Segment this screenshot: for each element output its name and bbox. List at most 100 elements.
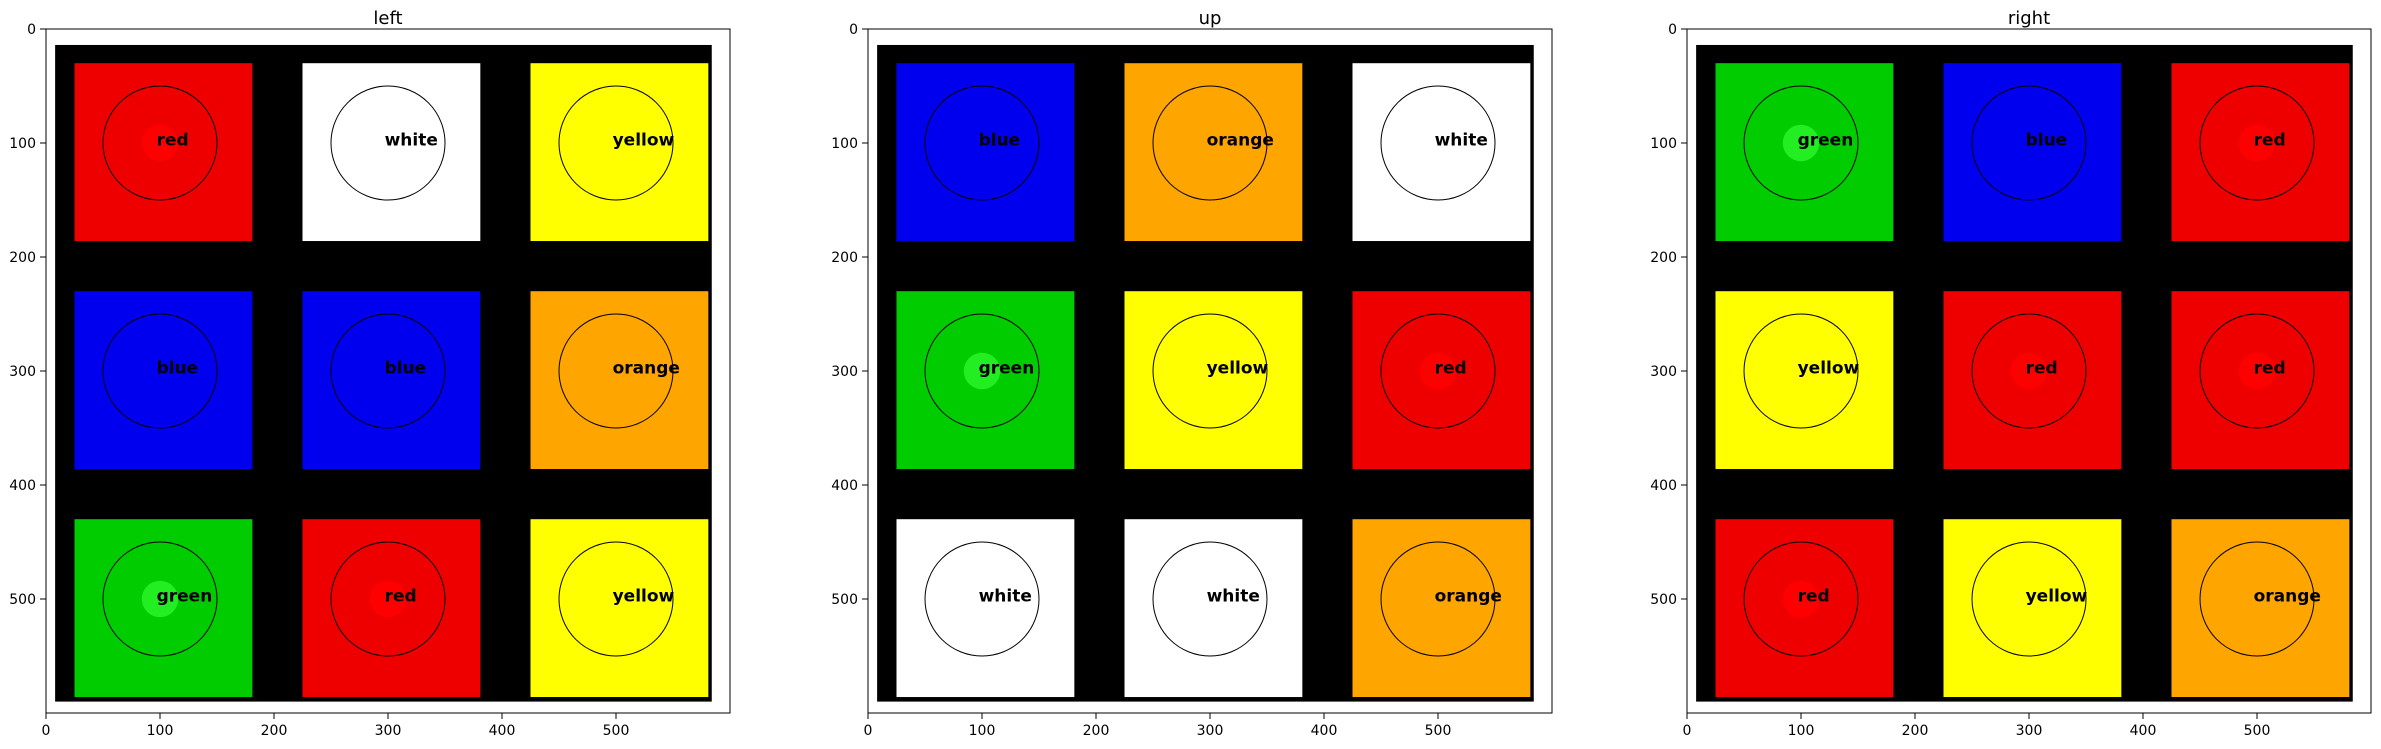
color-label: white — [385, 130, 438, 150]
sticker-cell: orange — [1124, 63, 1303, 242]
color-label: white — [1435, 130, 1488, 150]
x-tick-label: 300 — [375, 723, 402, 739]
panel-up: up blue orange white green yellow red white whit… — [831, 8, 1553, 739]
x-tick-label: 0 — [864, 723, 873, 739]
sample-circle — [1743, 85, 1859, 201]
sticker-white — [1352, 63, 1531, 242]
sticker-yellow — [1943, 519, 2122, 698]
color-label: red — [157, 130, 189, 150]
sample-point — [1782, 124, 1820, 162]
sample-circle — [2199, 313, 2315, 429]
color-label: yellow — [613, 130, 675, 150]
y-tick-label: 0 — [849, 22, 858, 38]
sample-circle — [102, 85, 218, 201]
sample-circle — [330, 541, 446, 657]
sample-circle — [2199, 541, 2315, 657]
sample-circle — [330, 85, 446, 201]
y-tick-label: 100 — [9, 136, 36, 152]
x-tick-label: 400 — [1311, 723, 1338, 739]
color-label: green — [157, 586, 213, 606]
cube-face-image: green blue red yellow red red red yellow orange — [1687, 29, 2371, 713]
x-tick-label: 0 — [1683, 723, 1692, 739]
sample-circle — [1380, 85, 1496, 201]
sticker-cell: orange — [530, 291, 709, 470]
sticker-cell: red — [1715, 519, 1894, 698]
y-tick-label: 300 — [9, 364, 36, 380]
sample-circle — [558, 85, 674, 201]
color-label: green — [1798, 130, 1854, 150]
sticker-cell: white — [1352, 63, 1531, 242]
x-tick-label: 200 — [261, 723, 288, 739]
sticker-orange — [1124, 63, 1303, 242]
x-tick-label: 100 — [969, 723, 996, 739]
color-label: blue — [2026, 130, 2068, 150]
x-tick-label: 400 — [2130, 723, 2157, 739]
sticker-cell: green — [74, 519, 253, 698]
sticker-cell: yellow — [1124, 291, 1303, 470]
sticker-cell: blue — [1943, 63, 2122, 242]
sample-point — [2238, 352, 2276, 390]
sticker-white — [302, 63, 481, 242]
sample-point — [369, 580, 407, 618]
color-label: orange — [2254, 586, 2321, 606]
x-tick-label: 100 — [1788, 723, 1815, 739]
sticker-cell: yellow — [1715, 291, 1894, 470]
y-tick-label: 300 — [831, 364, 858, 380]
y-tick-label: 0 — [27, 22, 36, 38]
sticker-cell: red — [1943, 291, 2122, 470]
color-label: yellow — [2026, 586, 2088, 606]
sticker-white — [1124, 519, 1303, 698]
x-tick-label: 200 — [1083, 723, 1110, 739]
panel-title: right — [2008, 8, 2050, 29]
sticker-yellow — [530, 63, 709, 242]
sticker-cell: red — [74, 63, 253, 242]
x-tick-label: 200 — [1902, 723, 1929, 739]
sample-circle — [924, 85, 1040, 201]
sticker-cell: white — [896, 519, 1075, 698]
x-tick-label: 300 — [2016, 723, 2043, 739]
sample-circle — [2199, 85, 2315, 201]
y-tick-label: 0 — [1668, 22, 1677, 38]
sample-circle — [1971, 85, 2087, 201]
color-label: red — [1435, 358, 1467, 378]
y-tick-label: 200 — [831, 250, 858, 266]
sticker-white — [896, 519, 1075, 698]
color-label: green — [979, 358, 1035, 378]
sample-circle — [102, 541, 218, 657]
sample-point — [1782, 580, 1820, 618]
color-label: red — [385, 586, 417, 606]
sticker-blue — [1943, 63, 2122, 242]
y-tick-label: 400 — [9, 478, 36, 494]
sample-circle — [1152, 541, 1268, 657]
color-label: orange — [1207, 130, 1274, 150]
y-tick-label: 400 — [831, 478, 858, 494]
sticker-blue — [302, 291, 481, 470]
sample-circle — [558, 313, 674, 429]
sample-circle — [1152, 313, 1268, 429]
sticker-cell: red — [1352, 291, 1531, 470]
sticker-cell: red — [2171, 291, 2350, 470]
y-tick-label: 200 — [9, 250, 36, 266]
sticker-yellow — [1715, 291, 1894, 470]
sample-point — [141, 124, 179, 162]
sticker-cell: white — [1124, 519, 1303, 698]
sample-point — [2238, 124, 2276, 162]
x-tick-label: 0 — [42, 723, 51, 739]
y-tick-label: 500 — [831, 592, 858, 608]
y-tick-label: 200 — [1650, 250, 1677, 266]
sticker-cell: green — [896, 291, 1075, 470]
sticker-cell: blue — [302, 291, 481, 470]
sticker-cell: orange — [1352, 519, 1531, 698]
y-tick-label: 500 — [9, 592, 36, 608]
color-label: red — [2254, 358, 2286, 378]
sticker-cell: yellow — [530, 519, 709, 698]
color-label: yellow — [1798, 358, 1860, 378]
sticker-blue — [74, 291, 253, 470]
color-label: white — [1207, 586, 1260, 606]
sample-circle — [924, 313, 1040, 429]
sample-circle — [1380, 541, 1496, 657]
color-label: blue — [979, 130, 1021, 150]
sticker-cell: blue — [74, 291, 253, 470]
